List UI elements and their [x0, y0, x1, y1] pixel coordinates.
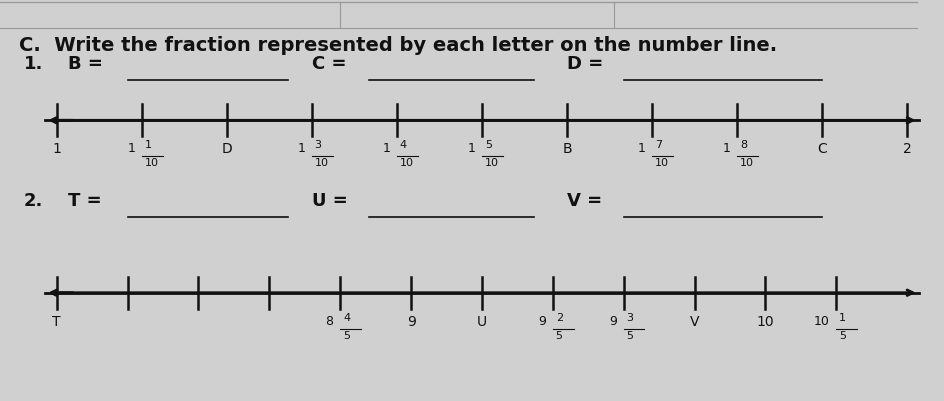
Text: D =: D =	[566, 55, 602, 73]
Text: 1: 1	[382, 142, 390, 155]
Text: 1.: 1.	[24, 55, 43, 73]
Text: B =: B =	[68, 55, 103, 73]
Text: D: D	[221, 142, 232, 156]
Text: 1: 1	[838, 313, 845, 323]
Text: 9: 9	[609, 315, 616, 328]
Text: 2.: 2.	[24, 192, 43, 209]
Text: 10: 10	[654, 158, 668, 168]
Text: 4: 4	[343, 313, 350, 323]
Text: 5: 5	[343, 331, 349, 341]
Text: 8: 8	[739, 140, 747, 150]
Text: 10: 10	[484, 158, 498, 168]
Text: 7: 7	[654, 140, 662, 150]
Text: 3: 3	[314, 140, 321, 150]
Text: 5: 5	[838, 331, 845, 341]
Text: 5: 5	[555, 331, 562, 341]
Text: 10: 10	[399, 158, 413, 168]
Text: C: C	[817, 142, 826, 156]
Text: 5: 5	[484, 140, 491, 150]
Text: 10: 10	[314, 158, 329, 168]
Text: 4: 4	[399, 140, 407, 150]
Text: C =: C =	[312, 55, 346, 73]
Text: B: B	[562, 142, 571, 156]
Text: 9: 9	[406, 315, 415, 329]
Text: 10: 10	[756, 315, 773, 329]
Text: 10: 10	[739, 158, 753, 168]
Text: 10: 10	[813, 315, 829, 328]
Text: T: T	[53, 315, 60, 329]
Text: V: V	[689, 315, 699, 329]
Text: T =: T =	[68, 192, 102, 209]
Text: 10: 10	[144, 158, 159, 168]
Text: 1: 1	[144, 140, 151, 150]
Text: V =: V =	[566, 192, 601, 209]
Text: C.  Write the fraction represented by each letter on the number line.: C. Write the fraction represented by eac…	[19, 36, 776, 55]
Text: U =: U =	[312, 192, 347, 209]
Text: 2: 2	[902, 142, 911, 156]
Text: 1: 1	[297, 142, 305, 155]
Text: 1: 1	[637, 142, 645, 155]
Text: 9: 9	[538, 315, 546, 328]
Text: 8: 8	[326, 315, 333, 328]
Text: 5: 5	[626, 331, 632, 341]
Text: U: U	[477, 315, 486, 329]
Text: 1: 1	[127, 142, 135, 155]
Text: 1: 1	[467, 142, 475, 155]
Text: 1: 1	[722, 142, 730, 155]
Text: 2: 2	[555, 313, 563, 323]
Text: 1: 1	[52, 142, 61, 156]
Text: 3: 3	[626, 313, 632, 323]
